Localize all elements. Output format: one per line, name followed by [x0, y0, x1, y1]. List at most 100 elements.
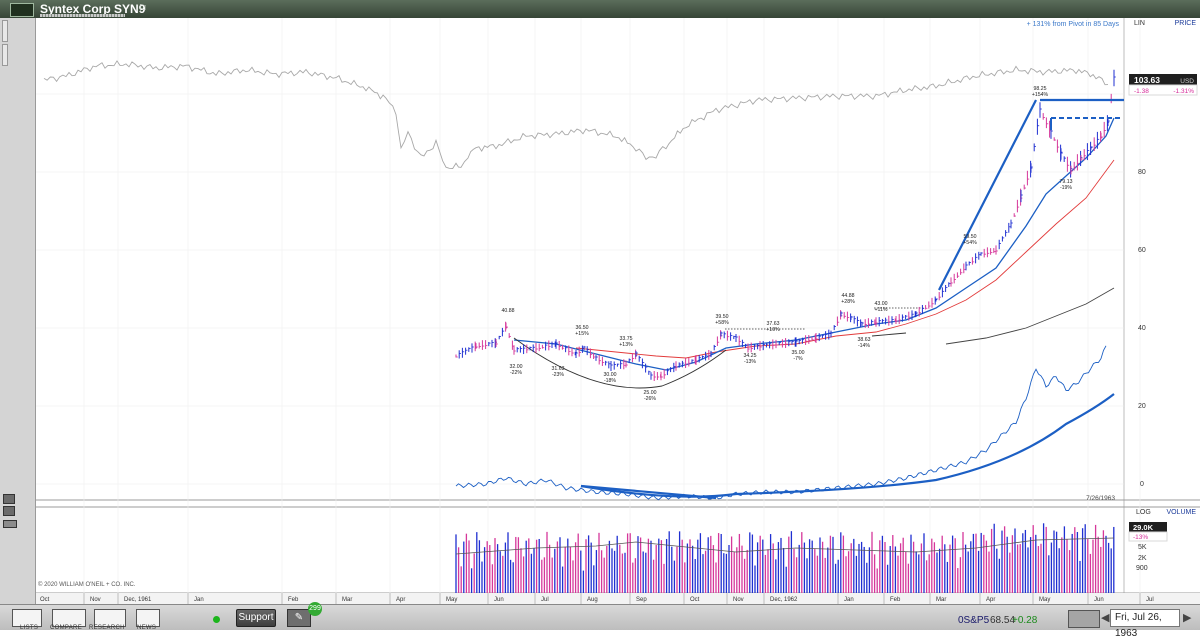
- relative-strength-line: [455, 345, 1107, 501]
- news-icon[interactable]: [136, 609, 160, 627]
- volume-change-bg: [1128, 531, 1168, 542]
- status-dot-icon: [213, 616, 220, 623]
- month-label: Mar: [342, 597, 352, 603]
- annotation-label: 44.88: [842, 293, 855, 299]
- sp500-value: 68.54: [990, 615, 1016, 626]
- annotation-label: 34.25: [744, 353, 757, 359]
- app-logo-icon[interactable]: [10, 3, 34, 17]
- annotation-label: -13%: [744, 359, 756, 365]
- annotation-label: +28%: [841, 299, 855, 305]
- date-axis-labels: Oct Nov Dec, 1961 Jan Feb Mar Apr May Jun Jul Aug S…: [40, 593, 1154, 604]
- annotation-label: -18%: [604, 378, 616, 384]
- support-button[interactable]: Support: [236, 609, 276, 627]
- month-label: Jul: [1146, 597, 1154, 603]
- annotation-label: 59.50: [964, 234, 977, 240]
- compare-icon[interactable]: [52, 609, 86, 627]
- month-label: Jan: [194, 597, 204, 603]
- volume-tick-label: 900: [1136, 565, 1148, 572]
- tab-compare-label[interactable]: COMPARE: [50, 625, 82, 631]
- trendline-drawing[interactable]: [938, 99, 1037, 291]
- month-label: Mar: [936, 597, 946, 603]
- left-sidebar: [0, 18, 36, 604]
- tab-news-label[interactable]: NEWS: [137, 625, 157, 631]
- month-label: Nov: [90, 597, 101, 603]
- price-box-bg: [1129, 74, 1197, 85]
- month-label: Feb: [288, 597, 299, 603]
- sidebar-handle-top[interactable]: [2, 20, 8, 42]
- collapse-price-button[interactable]: [3, 494, 15, 504]
- price-axis-ticks: 80 60 40 20 0: [1138, 169, 1146, 488]
- price-tick-label: 40: [1138, 325, 1146, 332]
- month-label: Sep: [636, 597, 647, 603]
- month-label: Jul: [541, 597, 549, 603]
- mini-chart-icon[interactable]: [1068, 610, 1100, 628]
- price-tick-label: 80: [1138, 169, 1146, 176]
- date-field[interactable]: Fri, Jul 26, 1963: [1110, 609, 1180, 639]
- window-title: Syntex Corp SYN9: [40, 2, 146, 16]
- price-tick-label: 20: [1138, 403, 1146, 410]
- annotation-label: +13%: [619, 342, 633, 348]
- price-box: 103.63 USD -1.38 -1.31%: [1128, 74, 1198, 96]
- volume-axis-label: VOLUME: [1166, 509, 1196, 516]
- annotation-label: 40.88: [502, 308, 515, 314]
- tab-research-label[interactable]: RESEARCH: [89, 625, 125, 631]
- lists-icon[interactable]: [12, 609, 42, 627]
- pen-tool-icon[interactable]: ✎: [287, 609, 311, 627]
- month-grid: [83, 18, 1141, 604]
- stock-chart[interactable]: + 131% from Pivot in 85 Days LIN PRICE L…: [36, 18, 1200, 604]
- date-next-arrow-icon[interactable]: ▶: [1183, 612, 1192, 624]
- annotation-label: 43.00: [875, 301, 888, 307]
- sp500-label: 0S&P5: [958, 615, 990, 626]
- pivot-note: + 131% from Pivot in 85 Days: [1027, 21, 1120, 28]
- date-axis: [36, 593, 1200, 604]
- minimize-button[interactable]: [3, 520, 17, 528]
- date-prev-arrow-icon[interactable]: ◀: [1101, 612, 1110, 624]
- volume-bars: [455, 523, 1115, 593]
- annotation-label: 31.63: [552, 366, 565, 372]
- research-icon[interactable]: [94, 609, 126, 627]
- last-price: 103.63: [1134, 75, 1160, 85]
- volume-box: 29.0K -13%: [1128, 522, 1168, 542]
- sp500-change: +0.28: [1012, 615, 1038, 626]
- price-bars: [455, 69, 1116, 381]
- grid-lines: [36, 93, 1124, 485]
- annotation-label: +11%: [874, 307, 887, 313]
- annotation-label: +54%: [963, 240, 977, 246]
- price-change-pct: -1.31%: [1173, 88, 1194, 95]
- annotation-label: 98.25: [1034, 86, 1047, 92]
- annotation-label: 25.00: [644, 390, 657, 396]
- price-tick-label: 60: [1138, 247, 1146, 254]
- annotation-label: 39.50: [716, 314, 729, 320]
- month-label: Jan: [844, 597, 854, 603]
- scale-lin-toggle[interactable]: LIN: [1134, 20, 1145, 27]
- volume-tick-label: 2K: [1138, 555, 1147, 562]
- sidebar-handle[interactable]: [2, 44, 8, 66]
- annotation-label: 79.13: [1060, 179, 1073, 185]
- annotation-label: +154%: [1032, 92, 1049, 98]
- volume-tick-label: 5K: [1138, 544, 1147, 551]
- tab-lists-label[interactable]: LISTS: [20, 625, 39, 631]
- collapse-volume-button[interactable]: [3, 506, 15, 516]
- annotation-label: 38.63: [858, 337, 871, 343]
- annotation-label: 37.63: [767, 321, 780, 327]
- price-tick-label: 0: [1140, 481, 1144, 488]
- month-label: Apr: [396, 597, 405, 603]
- scale-log-toggle[interactable]: LOG: [1136, 509, 1151, 516]
- annotation-label: -22%: [510, 370, 522, 376]
- price-annotations: 40.88 32.00-22% 36.50+15% 31.63-23% 33.75+13…: [502, 86, 1073, 402]
- month-label: May: [446, 597, 457, 603]
- title-bar: Syntex Corp SYN9 ⚐: [0, 0, 1200, 19]
- notification-badge[interactable]: 299: [308, 602, 322, 616]
- month-label: Dec, 1962: [770, 597, 798, 603]
- annotation-label: -7%: [793, 356, 803, 362]
- volume-moving-average: [455, 537, 1115, 555]
- base-pattern-curve: [513, 337, 727, 389]
- annotation-label: 36.50: [576, 325, 589, 331]
- month-label: Nov: [733, 597, 744, 603]
- annotation-label: -19%: [1060, 185, 1072, 191]
- handle-line: [871, 332, 907, 337]
- price-change-bg: [1128, 84, 1198, 96]
- annotation-label: +58%: [715, 320, 729, 326]
- flag-icon[interactable]: ⚐: [138, 3, 148, 15]
- month-label: May: [1039, 597, 1050, 603]
